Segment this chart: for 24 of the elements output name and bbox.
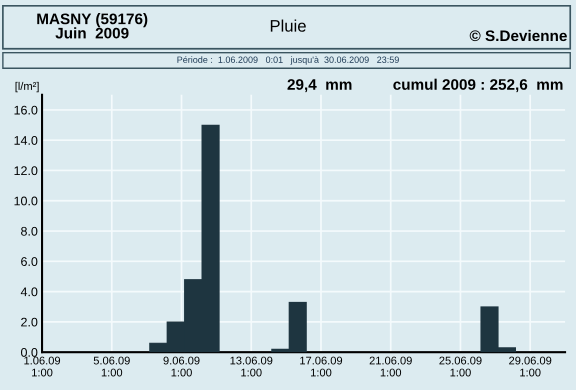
y-tick-label: 6.0 <box>21 257 38 266</box>
y-tick-label: 14.0 <box>14 136 38 145</box>
text: © S.Devienne <box>470 30 567 42</box>
y-tick-label: 2.0 <box>21 318 38 327</box>
y-tick-label: 8.0 <box>21 226 38 236</box>
x-tick-label: 21.06.09 1:00 <box>370 356 412 376</box>
y-tick-label: 10.0 <box>14 196 38 206</box>
x-tick-label: 13.06.09 1:00 <box>230 356 272 376</box>
chart-subtitle: Période : 1.06.2009 0:01 jusqu'à 30.06.2009 23:59 <box>177 56 399 65</box>
x-tick-label: 5.06.09 1:00 <box>94 356 130 376</box>
text: cumul 2009 : 252,6 mm <box>393 78 562 92</box>
y-tick-label: 4.0 <box>20 287 38 296</box>
x-tick-label: 9.06.09 1:00 <box>164 356 200 376</box>
x-tick-label: 1.06.09 1:00 <box>24 356 60 376</box>
y-tick-label: 0.0 <box>20 348 38 357</box>
y-tick-label: 12.0 <box>14 166 38 176</box>
x-tick-label: 25.06.09 1:00 <box>439 356 482 376</box>
x-tick-label: 17.06.09 1:00 <box>300 356 342 376</box>
text: MASNY (59176) Juin 2009 <box>37 13 148 39</box>
x-tick-label: 29.06.09 1:00 <box>509 356 552 376</box>
y-axis-title: [l/m²] <box>16 82 39 92</box>
text: 29,4 mm <box>288 79 352 92</box>
y-tick-label: 16.0 <box>14 106 38 115</box>
chart-title: Pluie <box>270 20 306 32</box>
